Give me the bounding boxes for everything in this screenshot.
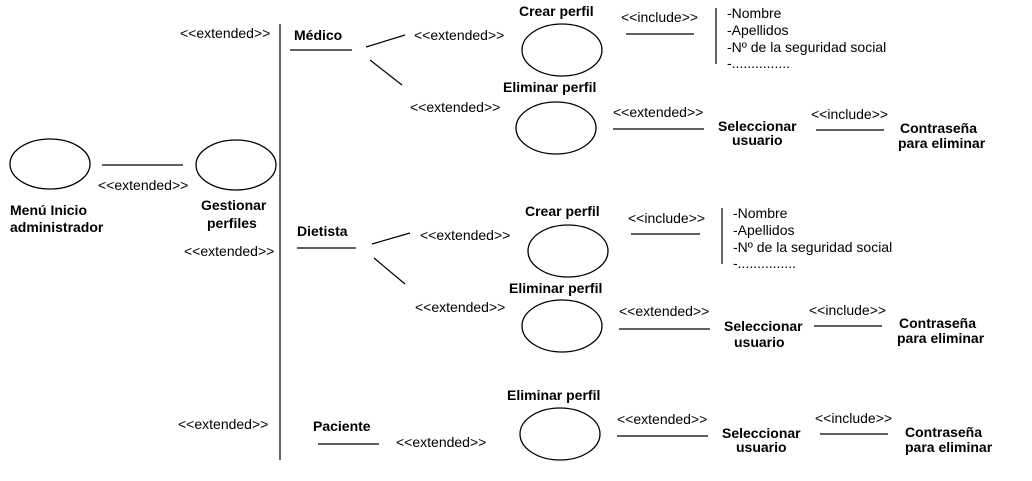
dietista-extended: <<extended>> [184,243,274,259]
medico-create-extended: <<extended>> [414,27,504,43]
paciente-select-2: usuario [736,439,787,455]
dietista-select-extended: <<extended>> [619,303,709,319]
dietista-crear-label: Crear perfil [525,203,600,219]
paciente-select-extended: <<extended>> [617,411,707,427]
dietista-field-2: -Apellidos [733,222,794,238]
paciente-select-1: Seleccionar [722,425,801,441]
medico-field-2: -Apellidos [727,22,788,38]
medico-pass-1: Contraseña [900,120,977,136]
dietista-field-1: -Nombre [733,205,788,221]
actor-dietista: Dietista [297,223,348,239]
paciente-pass-include: <<include>> [815,410,892,426]
paciente-pass-1: Contraseña [905,424,982,440]
medico-pass-include: <<include>> [811,106,888,122]
actor-paciente: Paciente [313,418,371,434]
paciente-eliminar-usecase [519,407,601,461]
medico-delete-extended: <<extended>> [410,99,500,115]
paciente-eliminar-label: Eliminar perfil [507,387,600,403]
medico-eliminar-usecase [515,101,597,155]
dietista-eliminar-label: Eliminar perfil [509,280,602,296]
root-manage-extended: <<extended>> [98,177,188,193]
medico-crear-label: Crear perfil [519,3,594,19]
menu-inicio-usecase [9,138,91,190]
paciente-extended: <<extended>> [178,416,268,432]
dietista-pass-include: <<include>> [809,302,886,318]
dietista-pass-2: para eliminar [897,330,985,346]
menu-inicio-label-1: Menú Inicio [10,202,87,218]
dietista-select-1: Seleccionar [724,318,803,334]
dietista-field-3: -Nº de la seguridad social [733,239,892,255]
medico-select-extended: <<extended>> [613,104,703,120]
dietista-select-2: usuario [734,334,785,350]
paciente-delete-extended: <<extended>> [396,434,486,450]
dietista-create-extended: <<extended>> [420,227,510,243]
dietista-delete-extended: <<extended>> [415,299,505,315]
medico-select-1: Seleccionar [718,118,797,134]
dietista-to-create [371,232,411,245]
paciente-pass-2: para eliminar [905,439,993,455]
medico-extended: <<extended>> [180,25,270,41]
menu-inicio-label-2: administrador [10,219,104,235]
medico-field-1: -Nombre [727,5,782,21]
gestionar-label-2: perfiles [207,215,257,231]
actor-medico: Médico [294,27,342,43]
medico-select-2: usuario [732,132,783,148]
medico-pass-2: para eliminar [898,135,986,151]
medico-eliminar-label: Eliminar perfil [503,79,596,95]
medico-field-3: -Nº de la seguridad social [727,39,886,55]
dietista-include: <<include>> [628,210,705,226]
medico-to-delete [369,59,403,86]
medico-include: <<include>> [621,9,698,25]
dietista-crear-usecase [527,224,609,278]
dietista-to-delete [373,257,406,285]
dietista-eliminar-usecase [521,299,603,353]
dietista-pass-1: Contraseña [899,315,976,331]
gestionar-perfiles-usecase [195,139,277,191]
gestionar-label-1: Gestionar [201,197,267,213]
dietista-field-4: -............... [733,255,796,271]
medico-crear-usecase [521,23,603,77]
medico-to-create [365,34,406,48]
medico-field-4: -............... [727,55,790,71]
